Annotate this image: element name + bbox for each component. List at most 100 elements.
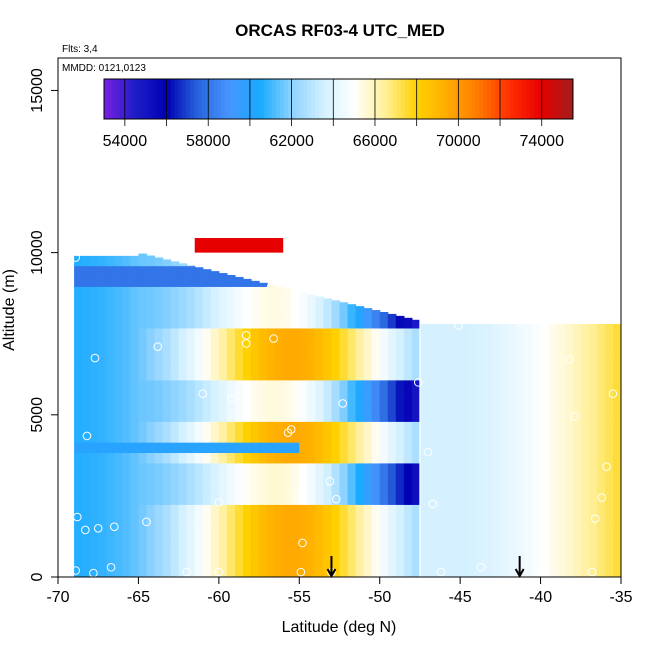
- heatmap-cell: [299, 369, 308, 381]
- heatmap-cell: [508, 556, 518, 568]
- heatmap-cell: [596, 390, 606, 402]
- heatmap-cell: [138, 338, 148, 350]
- x-tick-label: -65: [127, 589, 150, 606]
- heatmap-cell: [460, 473, 469, 485]
- colorbar-segment: [408, 79, 414, 119]
- heatmap-cell: [130, 410, 140, 422]
- heatmap-cell: [588, 514, 598, 526]
- heatmap-cell: [170, 514, 180, 526]
- heatmap-cell: [516, 473, 526, 485]
- heatmap-cell: [307, 431, 316, 443]
- heatmap-cell: [154, 369, 164, 381]
- heatmap-cell: [259, 348, 268, 360]
- heatmap-cell: [114, 265, 123, 277]
- heatmap-cell: [170, 265, 180, 277]
- heatmap-cell: [178, 535, 188, 547]
- heatmap-cell: [411, 338, 421, 350]
- heatmap-cell: [210, 483, 220, 495]
- heatmap-cell: [138, 390, 148, 402]
- heatmap-cell: [234, 400, 244, 412]
- heatmap-cell: [210, 390, 220, 402]
- heatmap-cell: [234, 369, 244, 381]
- heatmap-cell: [604, 338, 614, 350]
- heatmap-cell: [484, 556, 493, 568]
- heatmap-cell: [524, 462, 534, 474]
- heatmap-cell: [540, 566, 550, 577]
- colorbar-segment: [346, 79, 351, 119]
- heatmap-cell: [508, 348, 518, 360]
- heatmap-cell: [74, 431, 83, 443]
- heatmap-cell: [82, 359, 91, 370]
- heatmap-cell: [114, 545, 123, 557]
- heatmap-cell: [371, 556, 381, 568]
- heatmap-cell: [146, 421, 156, 433]
- heatmap-cell: [307, 294, 316, 298]
- heatmap-cell: [154, 307, 164, 319]
- heatmap-cell: [395, 421, 405, 433]
- heatmap-cell: [564, 514, 574, 526]
- colorbar-segment: [150, 79, 156, 119]
- heatmap-cell: [484, 535, 493, 547]
- heatmap-cell: [170, 400, 180, 412]
- heatmap-cell: [500, 462, 509, 474]
- heatmap-cell: [259, 514, 268, 526]
- heatmap-cell: [234, 338, 244, 350]
- heatmap-cell: [98, 379, 107, 391]
- heatmap-cell: [395, 359, 405, 370]
- heatmap-cell: [194, 431, 204, 443]
- heatmap-cell: [387, 483, 397, 495]
- heatmap-cell: [580, 535, 590, 547]
- heatmap-cell: [178, 493, 188, 505]
- heatmap-cell: [251, 535, 260, 547]
- heatmap-cell: [532, 473, 542, 485]
- heatmap-cell: [572, 410, 582, 422]
- colorbar-segment: [350, 79, 355, 119]
- heatmap-cell: [403, 431, 413, 443]
- heatmap-cell: [460, 535, 469, 547]
- heatmap-cell: [106, 359, 115, 370]
- heatmap-cell: [556, 400, 566, 412]
- heatmap-cell: [162, 421, 172, 433]
- heatmap-cell: [162, 327, 172, 339]
- heatmap-cell: [130, 462, 140, 474]
- heatmap-cell: [186, 473, 196, 485]
- heatmap-cell: [82, 483, 91, 495]
- colorbar-segment: [373, 79, 379, 119]
- heatmap-cell: [154, 442, 164, 454]
- colorbar-segment: [225, 79, 230, 119]
- heatmap-cell: [275, 338, 284, 350]
- heatmap-cell: [452, 452, 461, 464]
- heatmap-cell: [178, 307, 188, 319]
- heatmap-cell: [339, 525, 349, 537]
- heatmap-cell: [251, 390, 260, 402]
- heatmap-cell: [218, 273, 228, 277]
- heatmap-cell: [234, 462, 244, 474]
- heatmap-cell: [242, 514, 252, 526]
- observation-point: [71, 566, 80, 575]
- heatmap-cell: [114, 452, 123, 464]
- heatmap-cell: [114, 286, 123, 298]
- heatmap-cell: [122, 265, 131, 277]
- heatmap-cell: [98, 255, 107, 267]
- heatmap-cell: [436, 504, 445, 516]
- heatmap-cell: [436, 327, 445, 339]
- heatmap-cell: [242, 286, 252, 298]
- heatmap-cell: [299, 307, 308, 319]
- heatmap-cell: [363, 452, 373, 464]
- heatmap-cell: [323, 504, 333, 516]
- heatmap-cell: [323, 307, 333, 319]
- heatmap-cell: [612, 348, 621, 360]
- heatmap-cell: [114, 327, 123, 339]
- heatmap-cell: [146, 369, 156, 381]
- heatmap-cell: [572, 483, 582, 495]
- heatmap-cell: [484, 390, 493, 402]
- heatmap-cell: [492, 473, 501, 485]
- colorbar-segment: [549, 79, 554, 119]
- heatmap-cell: [114, 400, 123, 412]
- heatmap-cell: [218, 348, 228, 360]
- heatmap-cell: [307, 452, 316, 464]
- heatmap-cell: [267, 400, 276, 412]
- heatmap-cell: [154, 257, 164, 267]
- heatmap-cell: [468, 525, 477, 537]
- heatmap-cell: [170, 535, 180, 547]
